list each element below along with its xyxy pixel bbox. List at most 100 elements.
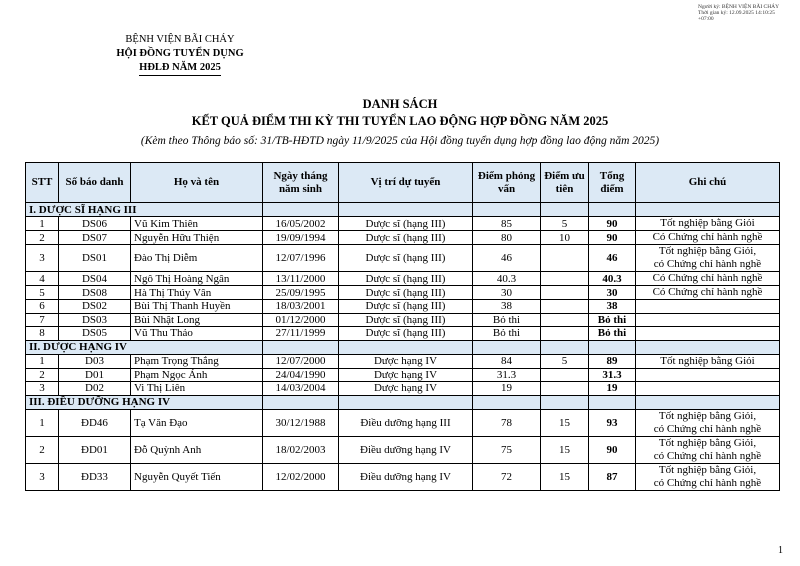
cell-interview-score: 38 <box>472 299 541 314</box>
cell-candidate-number: DS05 <box>58 326 131 341</box>
cell-position: Dược sĩ (hạng III) <box>338 271 473 286</box>
cell-priority-score: 15 <box>540 408 589 437</box>
cell-priority-score <box>540 244 589 272</box>
cell-total-score: Bỏ thi <box>588 326 636 341</box>
cell-full-name: Tạ Văn Đạo <box>130 408 263 437</box>
table-row: 1 D03 Phạm Trọng Thắng 12/07/2000 Dược hạng … <box>25 353 780 369</box>
cell-interview-score: 72 <box>472 462 541 491</box>
cell-birth-date: 19/09/1994 <box>262 230 339 245</box>
council-year: HĐLĐ NĂM 2025 <box>139 61 221 76</box>
cell-position: Điều dưỡng hạng IV <box>338 435 473 464</box>
cell-priority-score <box>540 271 589 286</box>
section-empty-cell <box>635 394 780 410</box>
table-row: 8 DS05 Vũ Thu Thảo 27/11/1999 Dược sĩ (hạng … <box>25 326 780 341</box>
cell-candidate-number: DS06 <box>58 216 131 231</box>
section-empty-cell <box>588 339 636 355</box>
cell-interview-score: 84 <box>472 353 541 369</box>
cell-interview-score: 30 <box>472 285 541 300</box>
cell-total-score: 93 <box>588 408 636 437</box>
section-empty-cell <box>540 394 589 410</box>
section-empty-cell <box>338 394 473 410</box>
digital-signature: Người ký: BỆNH VIỆN BÃI CHÁY Thời gian k… <box>698 4 779 22</box>
cell-birth-date: 12/07/1996 <box>262 244 339 272</box>
cell-candidate-number: ĐD46 <box>58 408 131 437</box>
cell-stt: 8 <box>25 326 59 341</box>
table-row: 2 ĐD01 Đỗ Quỳnh Anh 18/02/2003 Điều dưỡng hạ… <box>25 435 780 464</box>
cell-full-name: Bùi Thị Thanh Huyền <box>130 299 263 314</box>
cell-stt: 2 <box>25 435 59 464</box>
cell-birth-date: 25/09/1995 <box>262 285 339 300</box>
cell-total-score: 90 <box>588 230 636 245</box>
cell-full-name: Đỗ Quỳnh Anh <box>130 435 263 464</box>
section-empty-cell <box>635 202 780 217</box>
cell-position: Điều dưỡng hạng III <box>338 408 473 437</box>
table-row: 2 DS07 Nguyễn Hữu Thiện 19/09/1994 Dược sĩ (… <box>25 230 780 245</box>
section-title: III. ĐIỀU DƯỠNG HẠNG IV <box>25 394 263 410</box>
cell-notes: Tốt nghiệp bằng Giỏi <box>635 216 780 231</box>
cell-candidate-number: DS01 <box>58 244 131 272</box>
section-empty-cell <box>588 202 636 217</box>
cell-interview-score: 31.3 <box>472 367 541 382</box>
cell-candidate-number: DS04 <box>58 271 131 286</box>
cell-birth-date: 14/03/2004 <box>262 381 339 396</box>
header-birth-date: Ngày tháng năm sinh <box>262 162 339 203</box>
results-table: STT Số báo danh Họ và tên Ngày tháng năm… <box>25 162 780 491</box>
section-title: II. DƯỢC HẠNG IV <box>25 339 263 355</box>
cell-candidate-number: D03 <box>58 353 131 369</box>
cell-priority-score <box>540 312 589 327</box>
section-header-row: I. DƯỢC SĨ HẠNG III <box>25 202 780 217</box>
cell-full-name: Bùi Nhật Long <box>130 312 263 327</box>
cell-total-score: 87 <box>588 462 636 491</box>
header-stt: STT <box>25 162 59 203</box>
cell-position: Dược hạng IV <box>338 381 473 396</box>
cell-notes <box>635 299 780 314</box>
cell-notes: Có Chứng chỉ hành nghề <box>635 285 780 300</box>
section-empty-cell <box>472 394 541 410</box>
table-header-row: STT Số báo danh Họ và tên Ngày tháng năm… <box>25 162 780 203</box>
header-candidate-number: Số báo danh <box>58 162 131 203</box>
cell-full-name: Nguyễn Hữu Thiện <box>130 230 263 245</box>
cell-full-name: Hà Thị Thúy Vân <box>130 285 263 300</box>
section-empty-cell <box>338 339 473 355</box>
cell-birth-date: 27/11/1999 <box>262 326 339 341</box>
cell-candidate-number: D02 <box>58 381 131 396</box>
section-empty-cell <box>540 339 589 355</box>
document-reference-note: (Kèm theo Thông báo số: 31/TB-HĐTD ngày … <box>140 135 660 147</box>
cell-position: Dược sĩ (hạng III) <box>338 299 473 314</box>
cell-interview-score: 40.3 <box>472 271 541 286</box>
cell-stt: 6 <box>25 299 59 314</box>
cell-notes: Tốt nghiệp bằng Giỏi, có Chứng chỉ hành n… <box>635 408 780 437</box>
cell-birth-date: 13/11/2000 <box>262 271 339 286</box>
cell-total-score: 90 <box>588 216 636 231</box>
cell-stt: 3 <box>25 381 59 396</box>
cell-interview-score: Bỏ thi <box>472 326 541 341</box>
section-empty-cell <box>472 339 541 355</box>
cell-birth-date: 18/03/2001 <box>262 299 339 314</box>
section-empty-cell <box>262 339 339 355</box>
cell-birth-date: 30/12/1988 <box>262 408 339 437</box>
cell-stt: 5 <box>25 285 59 300</box>
cell-birth-date: 01/12/2000 <box>262 312 339 327</box>
cell-birth-date: 12/07/2000 <box>262 353 339 369</box>
page-number: 1 <box>778 545 783 556</box>
table-row: 1 ĐD46 Tạ Văn Đạo 30/12/1988 Điều dưỡng hạng… <box>25 408 780 437</box>
header-interview-score: Điểm phỏng vấn <box>472 162 541 203</box>
cell-total-score: 31.3 <box>588 367 636 382</box>
table-row: 2 D01 Phạm Ngọc Ánh 24/04/1990 Dược hạng IV 3… <box>25 367 780 382</box>
signature-signer: Người ký: BỆNH VIỆN BÃI CHÁY <box>698 4 780 10</box>
header-total-score: Tổng điểm <box>588 162 636 203</box>
cell-priority-score: 5 <box>540 216 589 231</box>
cell-birth-date: 24/04/1990 <box>262 367 339 382</box>
cell-full-name: Vũ Kim Thiên <box>130 216 263 231</box>
table-row: 3 D02 Vi Thị Liên 14/03/2004 Dược hạng IV 19 1… <box>25 381 780 396</box>
header-full-name: Họ và tên <box>130 162 263 203</box>
cell-candidate-number: DS07 <box>58 230 131 245</box>
cell-interview-score: 80 <box>472 230 541 245</box>
cell-total-score: 38 <box>588 299 636 314</box>
cell-stt: 7 <box>25 312 59 327</box>
council-name: HỘI ĐỒNG TUYỂN DỤNG <box>116 48 244 59</box>
cell-priority-score <box>540 381 589 396</box>
cell-full-name: Ngô Thị Hoàng Ngân <box>130 271 263 286</box>
cell-notes <box>635 326 780 341</box>
cell-total-score: 30 <box>588 285 636 300</box>
